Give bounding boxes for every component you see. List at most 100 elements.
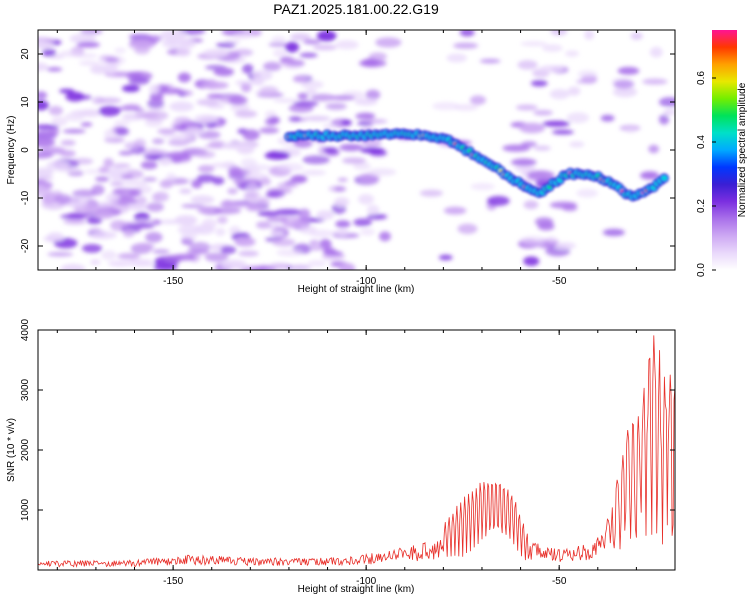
- noise-blob: [272, 49, 288, 58]
- noise-blob: [334, 186, 347, 192]
- noise-blob: [576, 188, 598, 198]
- noise-blob: [215, 227, 226, 237]
- noise-blob: [86, 216, 103, 225]
- noise-blob: [140, 160, 158, 170]
- noise-blob: [341, 120, 352, 125]
- noise-blob: [130, 222, 155, 228]
- spectrogram-y-tick-label: 10: [20, 96, 31, 108]
- noise-blob: [269, 230, 285, 237]
- noise-blob: [76, 52, 98, 59]
- noise-blob: [368, 168, 397, 176]
- noise-blob: [221, 259, 247, 270]
- noise-blob: [322, 147, 338, 153]
- noise-blob: [41, 48, 57, 57]
- noise-blob: [486, 195, 510, 206]
- noise-blob: [42, 193, 58, 205]
- noise-blob: [152, 249, 170, 254]
- noise-blob: [257, 198, 271, 205]
- noise-blob: [159, 30, 187, 41]
- noise-blob: [182, 90, 194, 97]
- noise-blob: [59, 150, 76, 157]
- noise-blob: [276, 248, 303, 257]
- noise-blob: [191, 179, 203, 189]
- noise-blob: [542, 44, 563, 52]
- noise-blob: [617, 66, 640, 75]
- noise-blob: [48, 127, 60, 136]
- noise-blob: [324, 251, 343, 256]
- noise-blob: [533, 109, 553, 116]
- noise-blob: [108, 260, 133, 267]
- noise-blob: [303, 115, 331, 122]
- noise-blob: [204, 252, 229, 262]
- noise-blob: [642, 78, 668, 85]
- noise-blob: [309, 246, 324, 251]
- noise-blob: [215, 42, 236, 48]
- noise-blob: [566, 112, 590, 124]
- noise-blob: [201, 81, 219, 88]
- noise-blob: [546, 236, 557, 244]
- noise-blob: [221, 142, 243, 150]
- snr-x-axis: -150 -100 -50: [56, 330, 676, 587]
- noise-blob: [663, 109, 675, 116]
- spectrogram-y-axis: -20 -10 0 10 20: [20, 48, 675, 253]
- noise-blob: [38, 62, 49, 72]
- noise-blob: [453, 42, 479, 49]
- noise-blob: [113, 120, 131, 126]
- noise-blob: [584, 30, 595, 40]
- noise-blob: [510, 158, 537, 167]
- noise-blob: [368, 52, 388, 61]
- noise-blob: [51, 116, 68, 127]
- noise-blob: [126, 203, 144, 209]
- noise-blob: [562, 204, 578, 212]
- snr-x-label: Height of straight line (km): [298, 584, 415, 595]
- noise-blob: [110, 181, 125, 187]
- noise-blob: [290, 264, 312, 270]
- snr-y-tick-label: 3000: [20, 378, 31, 401]
- noise-blob: [146, 202, 164, 212]
- noise-blob: [196, 206, 215, 214]
- noise-blob: [145, 231, 163, 243]
- noise-blob: [613, 79, 635, 89]
- noise-blob: [353, 162, 371, 171]
- noise-blob: [266, 215, 288, 223]
- noise-blob: [569, 141, 585, 148]
- noise-blob: [517, 60, 538, 70]
- noise-blob: [443, 206, 467, 215]
- noise-blob: [128, 39, 155, 51]
- noise-blob: [293, 100, 319, 107]
- noise-blob: [551, 129, 574, 135]
- noise-blob: [228, 95, 248, 106]
- noise-blob: [62, 129, 86, 134]
- noise-blob: [337, 177, 348, 182]
- noise-blob: [288, 116, 301, 122]
- noise-blob: [180, 230, 198, 242]
- noise-blob: [193, 114, 219, 124]
- noise-blob: [196, 173, 216, 183]
- noise-blob: [103, 157, 114, 168]
- noise-blob: [355, 112, 375, 120]
- noise-blob: [66, 91, 84, 101]
- colorbar-tick-label: 0.4: [696, 135, 707, 149]
- noise-blob: [196, 98, 220, 106]
- noise-blob: [104, 57, 120, 63]
- noise-blob: [220, 245, 237, 255]
- noise-blob: [526, 170, 555, 182]
- noise-blob: [432, 102, 460, 111]
- snr-y-tick-label: 2000: [20, 438, 31, 461]
- noise-blob: [470, 182, 495, 191]
- noise-blob: [514, 165, 537, 172]
- noise-blob: [78, 61, 100, 66]
- noise-blob: [152, 138, 165, 145]
- noise-blob: [519, 235, 547, 246]
- noise-blob: [171, 155, 191, 161]
- noise-blob: [259, 127, 280, 134]
- noise-blob: [335, 220, 351, 228]
- noise-blob: [147, 98, 165, 109]
- noise-blob: [549, 89, 570, 100]
- noise-blob: [365, 89, 381, 100]
- noise-blob: [60, 139, 76, 146]
- noise-blob: [290, 33, 311, 41]
- noise-blob: [301, 169, 327, 176]
- noise-blob: [649, 46, 663, 58]
